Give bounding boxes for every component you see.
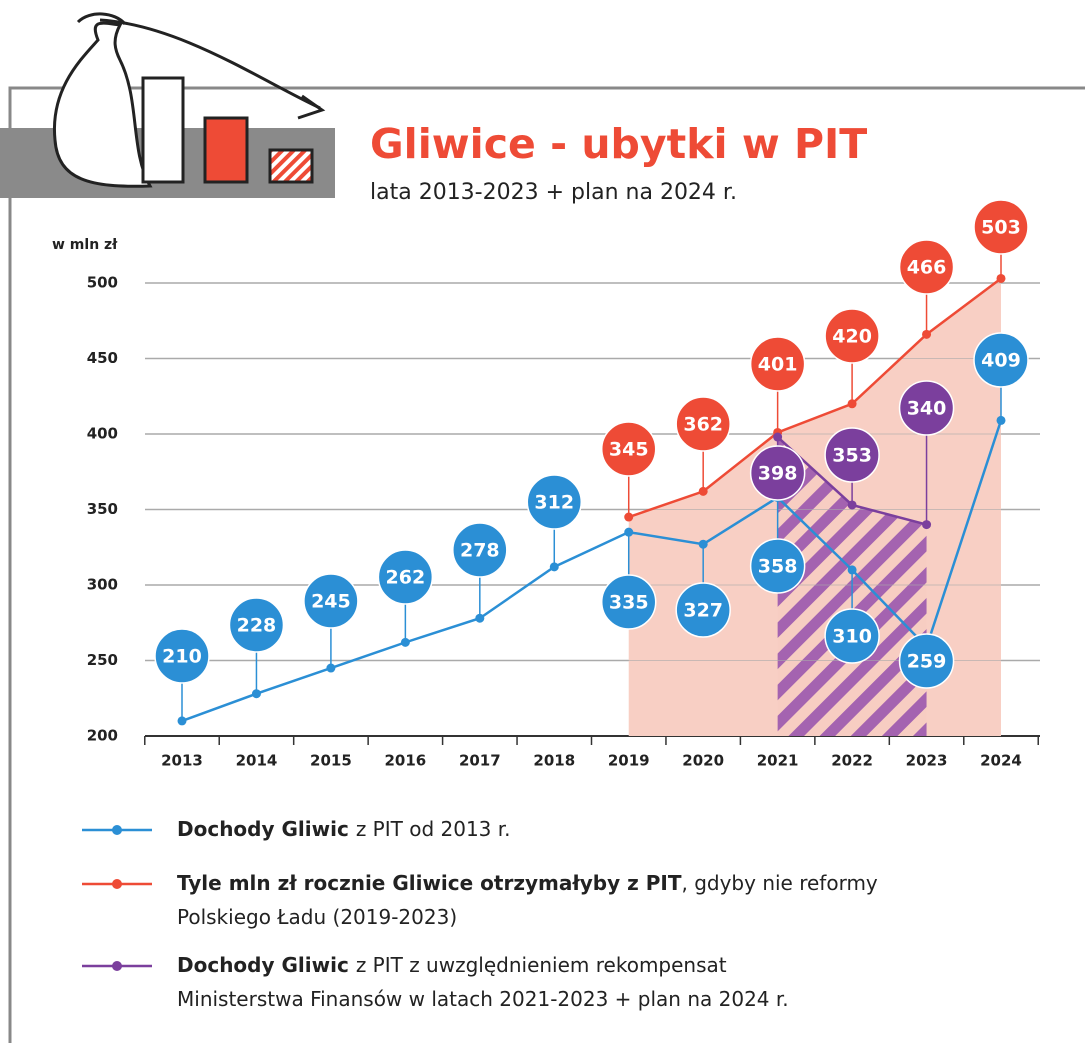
data-label: 278 bbox=[460, 540, 500, 562]
data-label: 340 bbox=[907, 398, 947, 420]
data-label: 353 bbox=[832, 445, 872, 467]
point bbox=[773, 433, 782, 442]
data-label: 262 bbox=[386, 567, 426, 589]
point bbox=[624, 528, 633, 537]
data-label: 409 bbox=[981, 350, 1021, 372]
data-label: 466 bbox=[907, 257, 947, 279]
y-axis-label: w mln zł bbox=[52, 237, 118, 253]
point bbox=[997, 274, 1006, 283]
legend-text: Tyle mln zł rocznie Gliwice otrzymałyby … bbox=[177, 871, 878, 929]
legend-text: Dochody Gliwic z PIT z uwzględnieniem rek… bbox=[177, 953, 789, 1011]
y-tick-label: 350 bbox=[87, 500, 118, 518]
point bbox=[401, 638, 410, 647]
x-tick-label: 2024 bbox=[980, 752, 1022, 770]
x-tick-label: 2016 bbox=[384, 752, 426, 770]
x-tick-label: 2021 bbox=[757, 752, 799, 770]
x-tick-label: 2015 bbox=[310, 752, 352, 770]
data-label: 398 bbox=[758, 463, 798, 485]
point bbox=[624, 513, 633, 522]
chart-subtitle: lata 2013-2023 + plan na 2024 r. bbox=[370, 180, 737, 205]
legend-text: Dochody Gliwic z PIT od 2013 r. bbox=[177, 817, 511, 841]
data-label: 310 bbox=[832, 626, 872, 648]
chart-title: Gliwice - ubytki w PIT bbox=[370, 120, 867, 168]
point bbox=[922, 330, 931, 339]
data-label: 345 bbox=[609, 439, 649, 461]
data-label: 420 bbox=[832, 326, 872, 348]
point bbox=[848, 500, 857, 509]
legend-dot bbox=[112, 879, 122, 889]
x-tick-label: 2013 bbox=[161, 752, 203, 770]
x-tick-label: 2019 bbox=[608, 752, 650, 770]
legend-name: Dochody Gliwic bbox=[177, 953, 349, 977]
legend-note: , gdyby nie reformy bbox=[681, 871, 877, 895]
data-label: 210 bbox=[162, 646, 202, 668]
point bbox=[848, 399, 857, 408]
point bbox=[178, 716, 187, 725]
x-tick-label: 2022 bbox=[831, 752, 873, 770]
data-label: 312 bbox=[534, 492, 574, 514]
data-label: 327 bbox=[683, 600, 723, 622]
point bbox=[699, 540, 708, 549]
data-label: 228 bbox=[237, 615, 277, 637]
point bbox=[997, 416, 1006, 425]
y-tick-label: 500 bbox=[87, 274, 118, 292]
data-label: 358 bbox=[758, 556, 798, 578]
x-tick-label: 2018 bbox=[533, 752, 575, 770]
legend-note: Polskiego Ładu (2019-2023) bbox=[177, 905, 457, 929]
point bbox=[922, 520, 931, 529]
data-label: 503 bbox=[981, 217, 1021, 239]
x-tick-label: 2017 bbox=[459, 752, 501, 770]
point bbox=[475, 614, 484, 623]
legend-name: Dochody Gliwic bbox=[177, 817, 349, 841]
x-tick-label: 2020 bbox=[682, 752, 724, 770]
legend-note: Ministerstwa Finansów w latach 2021-2023… bbox=[177, 987, 789, 1011]
y-tick-label: 200 bbox=[87, 727, 118, 745]
legend-name: Tyle mln zł rocznie Gliwice otrzymałyby … bbox=[177, 871, 682, 895]
y-tick-label: 450 bbox=[87, 349, 118, 367]
point bbox=[550, 562, 559, 571]
point bbox=[326, 664, 335, 673]
y-tick-label: 250 bbox=[87, 651, 118, 669]
x-tick-label: 2014 bbox=[236, 752, 278, 770]
point bbox=[699, 487, 708, 496]
y-tick-label: 300 bbox=[87, 576, 118, 594]
data-label: 335 bbox=[609, 592, 649, 614]
y-tick-label: 400 bbox=[87, 425, 118, 443]
data-label: 245 bbox=[311, 591, 351, 613]
legend-note: z PIT z uwzględnieniem rekompensat bbox=[356, 953, 727, 977]
point bbox=[848, 565, 857, 574]
data-label: 401 bbox=[758, 354, 798, 376]
chart: Gliwice - ubytki w PIT lata 2013-2023 + … bbox=[0, 0, 1085, 1043]
legend-dot bbox=[112, 961, 122, 971]
x-tick-label: 2023 bbox=[906, 752, 948, 770]
data-label: 259 bbox=[907, 651, 947, 673]
data-label: 362 bbox=[683, 414, 723, 436]
legend-note: z PIT od 2013 r. bbox=[356, 817, 511, 841]
point bbox=[252, 689, 261, 698]
legend-dot bbox=[112, 825, 122, 835]
